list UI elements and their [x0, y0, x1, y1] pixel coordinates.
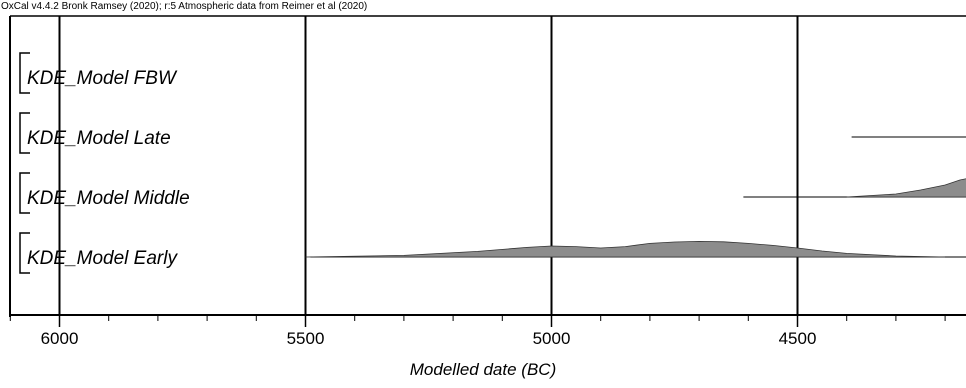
grid-lines — [58, 16, 799, 315]
distribution-area — [305, 240, 946, 258]
series-label: KDE_Model FBW — [27, 68, 178, 89]
series-label: KDE_Model Middle — [27, 188, 190, 209]
x-axis-label: Modelled date (BC) — [409, 360, 557, 379]
chart-header: OxCal v4.4.2 Bronk Ramsey (2020); r:5 At… — [1, 1, 368, 12]
series-label: KDE_Model Early — [27, 248, 178, 269]
row-bracket — [19, 232, 30, 274]
series-label: KDE_Model Late — [27, 128, 171, 149]
x-tick-label: 4500 — [779, 329, 817, 348]
distributions — [305, 178, 966, 258]
row-bracket — [19, 112, 30, 154]
x-tick-label: 5000 — [533, 329, 571, 348]
x-tick-label: 5500 — [287, 329, 325, 348]
row-bracket — [19, 52, 30, 94]
distribution-area — [846, 178, 966, 198]
row-bracket — [19, 172, 30, 214]
x-tick-label: 6000 — [41, 329, 79, 348]
range-bars — [310, 136, 966, 258]
series-labels: KDE_Model FBW KDE_Model Late KDE_Model Mid… — [19, 52, 190, 274]
x-axis: 60005500500045004000350030002500 — [9, 15, 966, 348]
